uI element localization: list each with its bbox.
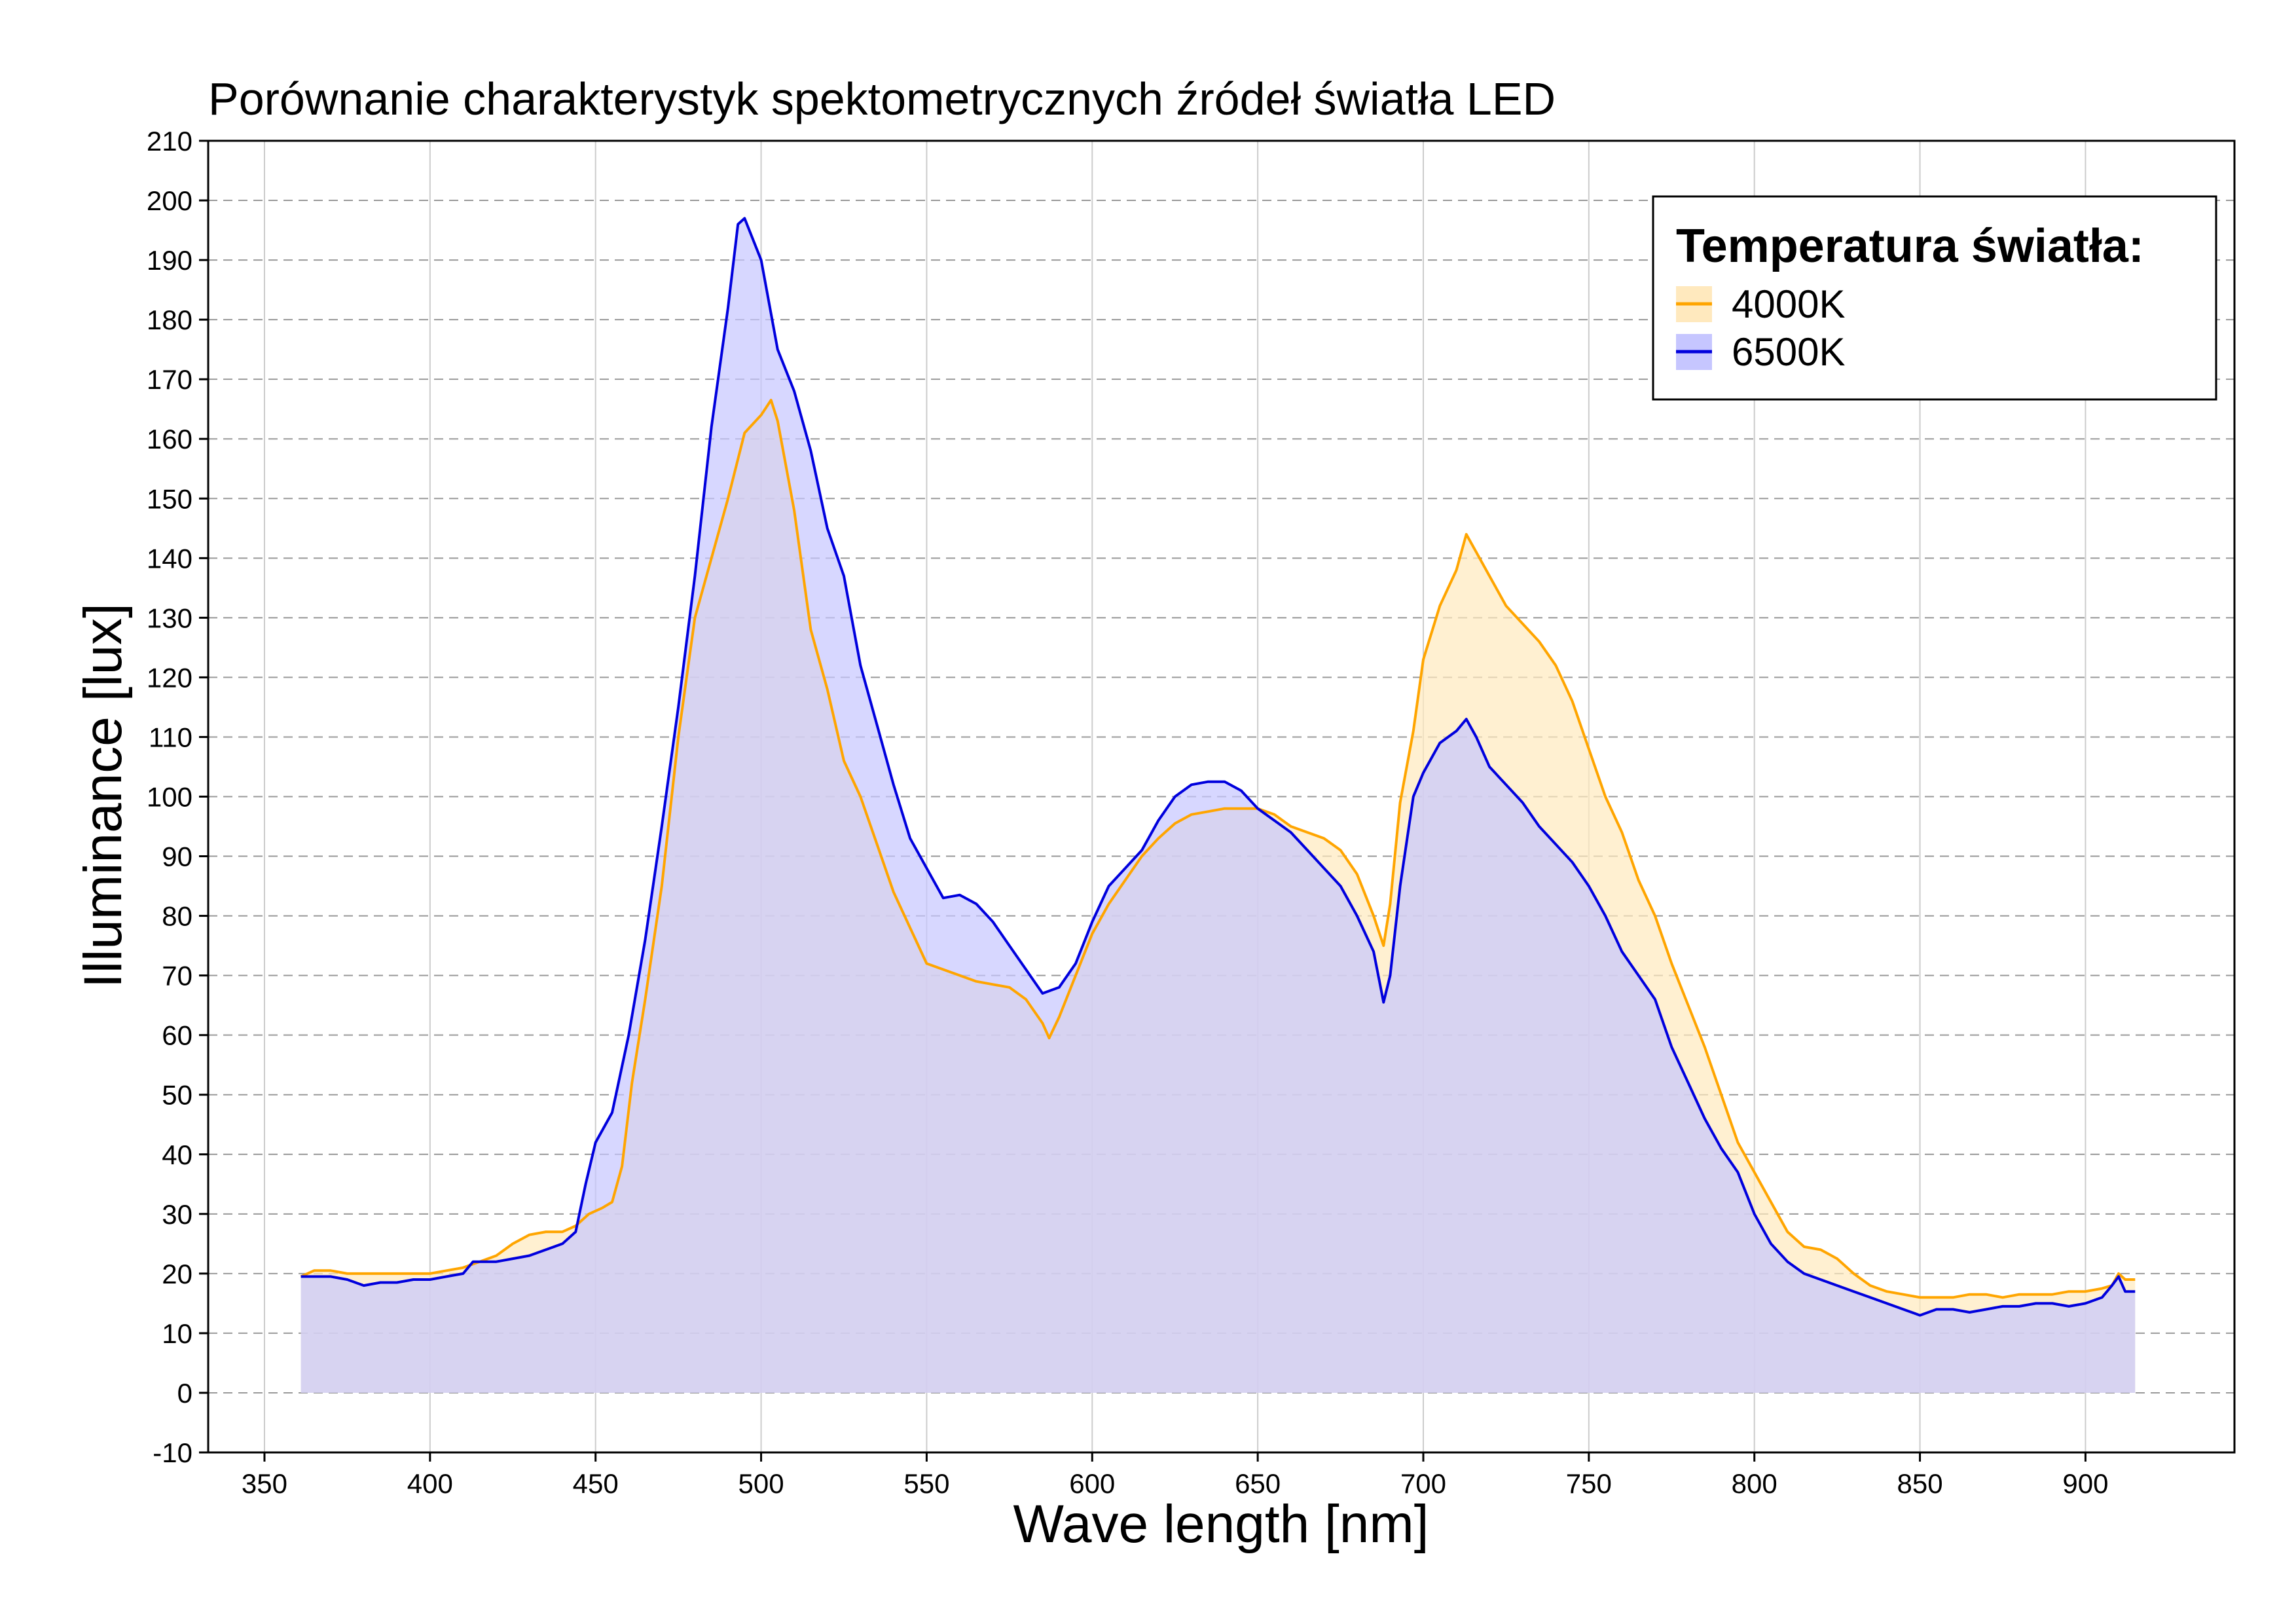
x-tick-label: 550 [903,1468,949,1499]
legend-box [1652,195,2217,401]
y-tick-label: 210 [147,126,192,157]
x-tick-label: 350 [242,1468,287,1499]
y-tick-label: 120 [147,662,192,693]
x-tick-label: 500 [738,1468,784,1499]
x-tick-label: 700 [1400,1468,1446,1499]
y-tick-label: 80 [162,901,192,932]
y-tick-label: 160 [147,424,192,454]
y-tick-label: 90 [162,841,192,872]
y-tick-label: 180 [147,304,192,335]
y-tick-label: 0 [177,1378,192,1409]
line-4000k [300,399,2136,1299]
y-tick-label: 190 [147,245,192,276]
y-tick-label: 20 [162,1259,192,1289]
x-tick-label: 450 [573,1468,619,1499]
x-tick-label: 400 [407,1468,453,1499]
y-tick-label: 200 [147,185,192,216]
y-tick-label: 70 [162,961,192,991]
y-tick-label: 100 [147,782,192,813]
x-axis-title: Wave length [nm] [1013,1494,1429,1554]
y-tick-label: 50 [162,1080,192,1111]
line-6500k [301,217,2136,1317]
area-6500k [301,218,2136,1393]
y-tick-label: 140 [147,543,192,574]
y-tick-label: 10 [162,1318,192,1349]
legend-label-4000k: 4000K [1732,282,1846,326]
chart-title: Porównanie charakterystyk spektometryczn… [208,73,1556,124]
legend-title: Temperatura światła: [1676,220,2144,272]
legend-label-6500k: 6500K [1732,330,1846,374]
y-tick-label: 60 [162,1020,192,1051]
y-tick-label: 130 [147,602,192,633]
y-tick-label: 150 [147,483,192,514]
y-tick-label: 170 [147,364,192,395]
y-tick-label: 110 [149,722,192,752]
x-tick-label: 650 [1235,1468,1281,1499]
y-tick-label: 30 [162,1199,192,1230]
y-tick-label: 40 [162,1139,192,1170]
area-fills [301,218,2136,1393]
y-tick-label: -10 [153,1437,192,1468]
x-axis-ticks: 350 400 450 500 550 600 650 700 750 800 850 900 [242,1452,2108,1499]
y-axis-ticks: -10 0 10 20 30 40 50 60 70 80 90 100 110 120 130 140 150… [147,126,208,1468]
x-tick-label: 600 [1069,1468,1115,1499]
legend: Temperatura światła: 4000K 6500K [1652,195,2217,401]
series-lines [300,217,2136,1317]
x-tick-label: 850 [1897,1468,1943,1499]
x-tick-label: 750 [1566,1468,1612,1499]
y-axis-title: Illuminance [lux] [73,603,133,988]
x-tick-label: 900 [2062,1468,2108,1499]
x-tick-label: 800 [1732,1468,1777,1499]
